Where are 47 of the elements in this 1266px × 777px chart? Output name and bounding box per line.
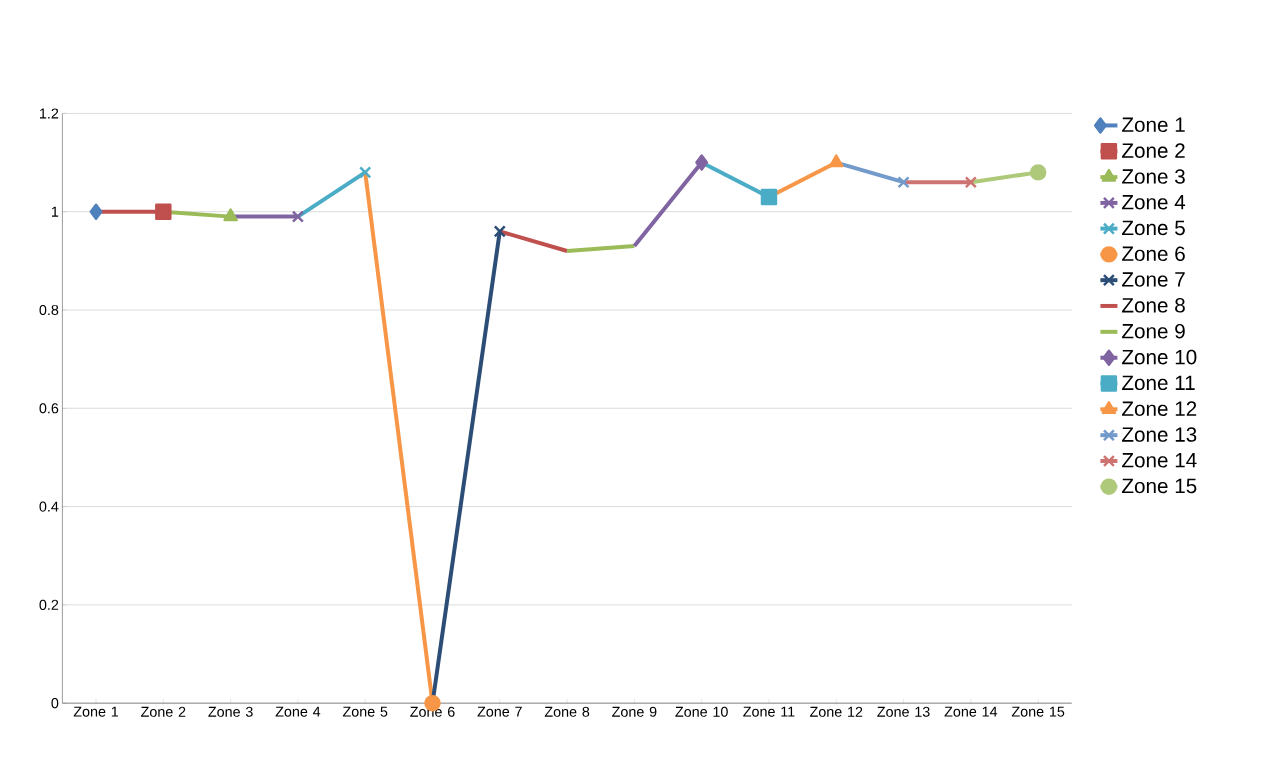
legend-label: Zone 9 <box>1122 323 1185 339</box>
point <box>1029 164 1047 181</box>
y-tick-label: 1.2 <box>40 108 59 119</box>
x-tick-label: Zone 2 <box>141 706 186 717</box>
legend-label: Zone 6 <box>1122 246 1185 262</box>
x-tick-label: Zone 8 <box>544 706 590 717</box>
legend-label: Zone 5 <box>1122 220 1185 236</box>
x-tick-label: Zone 4 <box>275 706 321 717</box>
x-tick-label: Zone 1 <box>73 706 119 717</box>
x-tick-label: Zone 10 <box>675 706 728 717</box>
legend-label: Zone 14 <box>1122 453 1197 468</box>
legend-label: Zone 8 <box>1122 298 1185 313</box>
legend-label: Zone 15 <box>1122 478 1197 494</box>
y-tick-label: 0.2 <box>39 599 59 610</box>
point <box>155 203 172 220</box>
point <box>493 225 506 238</box>
x-tick-label: Zone 13 <box>877 706 930 717</box>
y-tick-label: 0 <box>51 698 59 709</box>
point <box>760 188 778 206</box>
y-tick-label: 1 <box>51 206 59 217</box>
y-tick-label: 0.6 <box>39 403 59 414</box>
legend-label: Zone 1 <box>1122 117 1185 133</box>
x-tick-label: Zone 5 <box>342 706 388 717</box>
point <box>291 210 305 223</box>
point <box>897 176 910 189</box>
legend-label: Zone 10 <box>1122 349 1197 365</box>
x-tick-label: Zone 12 <box>809 706 863 717</box>
legend-label: Zone 11 <box>1122 375 1195 391</box>
x-tick-label: Zone 11 <box>743 706 795 717</box>
x-tick-label: Zone 14 <box>944 706 998 717</box>
x-tick-label: Zone 7 <box>477 706 522 717</box>
legend-label: Zone 2 <box>1122 143 1185 158</box>
x-tick-label: Zone 15 <box>1011 706 1065 717</box>
legend-label: Zone 12 <box>1122 401 1197 417</box>
x-tick-label: Zone 3 <box>208 706 253 717</box>
point <box>964 176 978 189</box>
legend-label: Zone 7 <box>1122 272 1185 287</box>
x-tick-label: Zone 6 <box>410 706 455 717</box>
legend-label: Zone 3 <box>1122 169 1185 184</box>
legend-label: Zone 13 <box>1122 427 1197 442</box>
point <box>359 166 372 179</box>
y-tick-label: 0.4 <box>39 501 59 512</box>
point <box>695 154 709 171</box>
y-tick-label: 0.8 <box>39 304 59 316</box>
legend-label: Zone 4 <box>1122 195 1186 210</box>
x-tick-label: Zone 9 <box>612 706 657 717</box>
point <box>89 203 103 220</box>
